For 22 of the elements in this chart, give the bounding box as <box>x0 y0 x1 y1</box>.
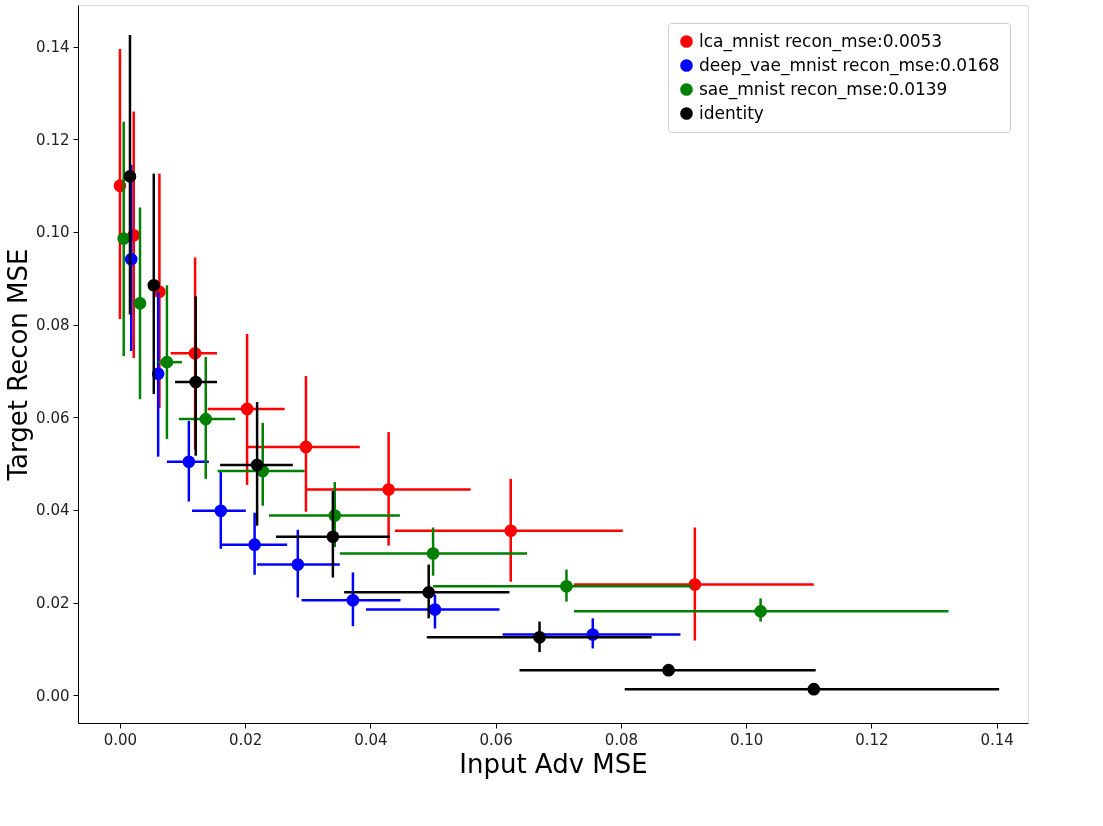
y-tick-label: 0.00 <box>36 686 70 705</box>
y-tick-label: 0.14 <box>36 38 70 57</box>
x-tick-label: 0.02 <box>229 730 263 749</box>
x-tick-label: 0.04 <box>354 730 388 749</box>
x-tick-label: 0.14 <box>980 730 1014 749</box>
x-tick-label: 0.00 <box>103 730 138 749</box>
x-axis-title: Input Adv MSE <box>459 748 648 779</box>
legend-label: identity <box>699 102 764 123</box>
y-tick-label: 0.02 <box>36 594 70 613</box>
legend-label: lca_mnist recon_mse:0.0053 <box>699 30 943 52</box>
y-tick-label: 0.04 <box>36 501 70 520</box>
legend-label: deep_vae_mnist recon_mse:0.0168 <box>699 54 1000 76</box>
legend-label: sae_mnist recon_mse:0.0139 <box>699 78 948 100</box>
y-tick-label: 0.12 <box>36 130 70 149</box>
x-tick-label: 0.10 <box>729 730 764 749</box>
y-axis-title: Target Recon MSE <box>3 248 34 482</box>
y-tick-label: 0.08 <box>36 316 70 335</box>
x-tick-label: 0.06 <box>479 730 513 749</box>
x-tick-label: 0.08 <box>604 730 639 749</box>
x-tick-label: 0.12 <box>855 730 889 749</box>
y-tick-label: 0.06 <box>36 408 70 427</box>
y-tick-label: 0.10 <box>36 223 70 242</box>
